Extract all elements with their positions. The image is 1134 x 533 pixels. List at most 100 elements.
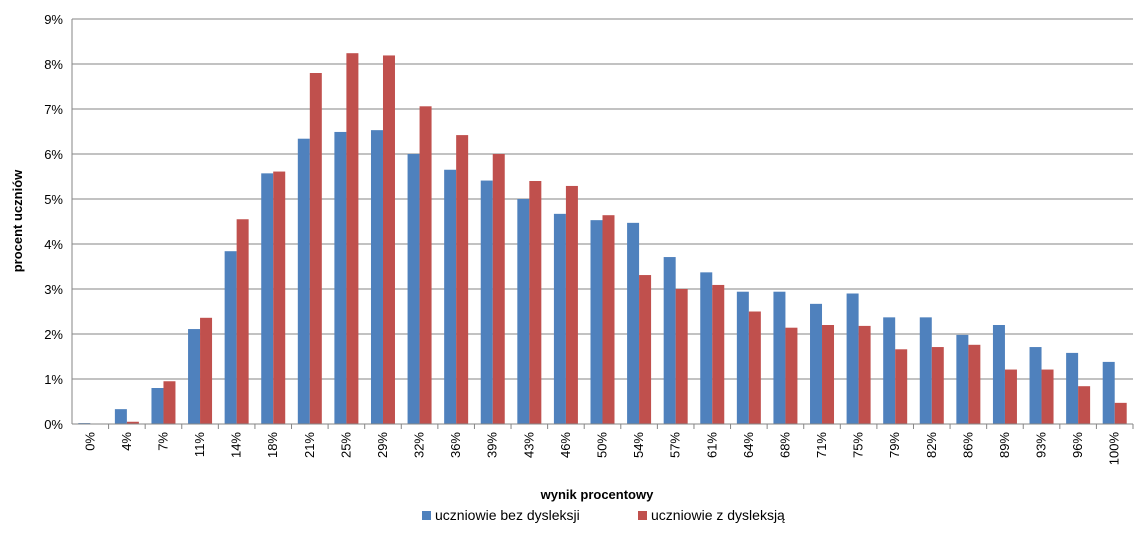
bar-series-1 bbox=[517, 199, 530, 424]
bar-series-1 bbox=[151, 388, 164, 424]
x-tick-label: 7% bbox=[155, 432, 170, 451]
bar-series-1 bbox=[992, 325, 1005, 424]
x-tick-label: 71% bbox=[814, 432, 829, 458]
bar-series-1 bbox=[553, 213, 566, 424]
x-tick-label: 86% bbox=[960, 432, 975, 458]
x-tick-label: 14% bbox=[229, 432, 244, 458]
x-tick-label: 100% bbox=[1107, 432, 1122, 466]
bar-series-1 bbox=[883, 317, 896, 424]
bar-series-1 bbox=[188, 329, 201, 424]
bar-series-2 bbox=[712, 284, 725, 424]
y-tick-label: 4% bbox=[44, 237, 63, 252]
x-tick-label: 54% bbox=[631, 432, 646, 458]
bar-series-2 bbox=[602, 215, 615, 424]
bar-series-2 bbox=[309, 73, 322, 424]
y-tick-label: 0% bbox=[44, 417, 63, 432]
legend-swatch-series-1 bbox=[422, 511, 431, 520]
x-tick-label: 68% bbox=[777, 432, 792, 458]
bar-series-2 bbox=[1078, 386, 1091, 424]
bar-series-2 bbox=[639, 275, 652, 424]
bar-series-1 bbox=[919, 317, 932, 424]
bar-series-2 bbox=[785, 327, 798, 424]
bar-series-1 bbox=[407, 154, 420, 424]
bar-series-2 bbox=[419, 106, 432, 425]
bar-series-2 bbox=[126, 421, 139, 424]
x-tick-label: 57% bbox=[668, 432, 683, 458]
x-tick-label: 46% bbox=[558, 432, 573, 458]
bar-series-1 bbox=[1029, 347, 1042, 424]
legend-label-series-1: uczniowie bez dysleksji bbox=[435, 507, 580, 523]
bar-series-1 bbox=[773, 291, 786, 424]
x-tick-label: 50% bbox=[595, 432, 610, 458]
bar-series-1 bbox=[627, 222, 640, 424]
bar-series-2 bbox=[1041, 369, 1054, 424]
bar-series-1 bbox=[810, 303, 823, 424]
bar-series-1 bbox=[297, 138, 310, 424]
bar-series-1 bbox=[334, 131, 347, 424]
bar-series-2 bbox=[492, 154, 505, 424]
x-tick-label: 4% bbox=[119, 432, 134, 451]
x-tick-label: 61% bbox=[704, 432, 719, 458]
bar-series-2 bbox=[1004, 369, 1017, 424]
bar-series-2 bbox=[529, 181, 542, 424]
bar-series-2 bbox=[565, 185, 578, 424]
y-tick-label: 1% bbox=[44, 372, 63, 387]
x-tick-labels: 0% 4% 7% 11% 14% 18% 21% 25% 29% 32% 36% 39% 43% 46% 5… bbox=[82, 432, 1121, 466]
bar-series-1 bbox=[480, 180, 493, 424]
y-tick-label: 3% bbox=[44, 282, 63, 297]
bar-series-2 bbox=[858, 325, 871, 424]
x-tick-label: 89% bbox=[997, 432, 1012, 458]
y-tick-label: 5% bbox=[44, 192, 63, 207]
x-tick-label: 96% bbox=[1070, 432, 1085, 458]
bar-series-2 bbox=[382, 55, 395, 424]
legend-swatch-series-2 bbox=[638, 511, 647, 520]
bar-series-1 bbox=[846, 293, 859, 424]
bar-series-2 bbox=[273, 171, 286, 424]
y-tick-labels: 0% 1% 2% 3% 4% 5% 6% 7% 8% 9% bbox=[44, 12, 63, 432]
bar-series-2 bbox=[822, 325, 835, 424]
bar-series-1 bbox=[224, 251, 237, 424]
x-tick-label: 82% bbox=[924, 432, 939, 458]
bar-series-2 bbox=[456, 135, 469, 424]
y-tick-label: 8% bbox=[44, 57, 63, 72]
bar-series-2 bbox=[1114, 402, 1127, 424]
bar-series-1 bbox=[700, 272, 713, 424]
bar-series-2 bbox=[236, 219, 249, 424]
y-tick-label: 2% bbox=[44, 327, 63, 342]
gridlines bbox=[72, 18, 1133, 380]
bar-series-2 bbox=[895, 349, 908, 424]
x-tick-label: 93% bbox=[1034, 432, 1049, 458]
x-tick-label: 21% bbox=[302, 432, 317, 458]
x-tick-label: 75% bbox=[851, 432, 866, 458]
x-tick-label: 11% bbox=[192, 432, 207, 457]
bar-series-2 bbox=[200, 317, 213, 424]
x-tick-label: 36% bbox=[448, 432, 463, 458]
bar-series-1 bbox=[370, 130, 383, 424]
bar-series-2 bbox=[968, 344, 981, 424]
x-tick-label: 0% bbox=[82, 432, 97, 451]
bar-series-1 bbox=[590, 220, 603, 424]
bar-series-1 bbox=[956, 334, 969, 424]
bar-series-2 bbox=[931, 347, 944, 424]
bar-series-1 bbox=[736, 291, 749, 424]
y-tick-label: 9% bbox=[44, 12, 63, 27]
bar-series-1 bbox=[1102, 361, 1115, 424]
bars bbox=[78, 53, 1127, 425]
x-axis-title: wynik procentowy bbox=[540, 487, 654, 502]
legend-label-series-2: uczniowie z dysleksją bbox=[651, 507, 785, 523]
x-tick-label: 39% bbox=[485, 432, 500, 458]
bar-series-2 bbox=[748, 311, 761, 424]
bar-series-1 bbox=[663, 257, 676, 424]
bar-series-1 bbox=[114, 409, 127, 424]
x-tick-label: 29% bbox=[375, 432, 390, 458]
legend: uczniowie bez dysleksji uczniowie z dysl… bbox=[422, 507, 785, 523]
bar-series-2 bbox=[346, 53, 359, 424]
bar-series-2 bbox=[675, 289, 688, 424]
x-tick-label: 32% bbox=[412, 432, 427, 458]
bar-series-1 bbox=[1066, 352, 1079, 424]
x-tick-label: 79% bbox=[887, 432, 902, 458]
axes bbox=[71, 19, 1134, 429]
y-axis-title: procent uczniów bbox=[10, 169, 25, 272]
bar-series-1 bbox=[261, 173, 274, 424]
